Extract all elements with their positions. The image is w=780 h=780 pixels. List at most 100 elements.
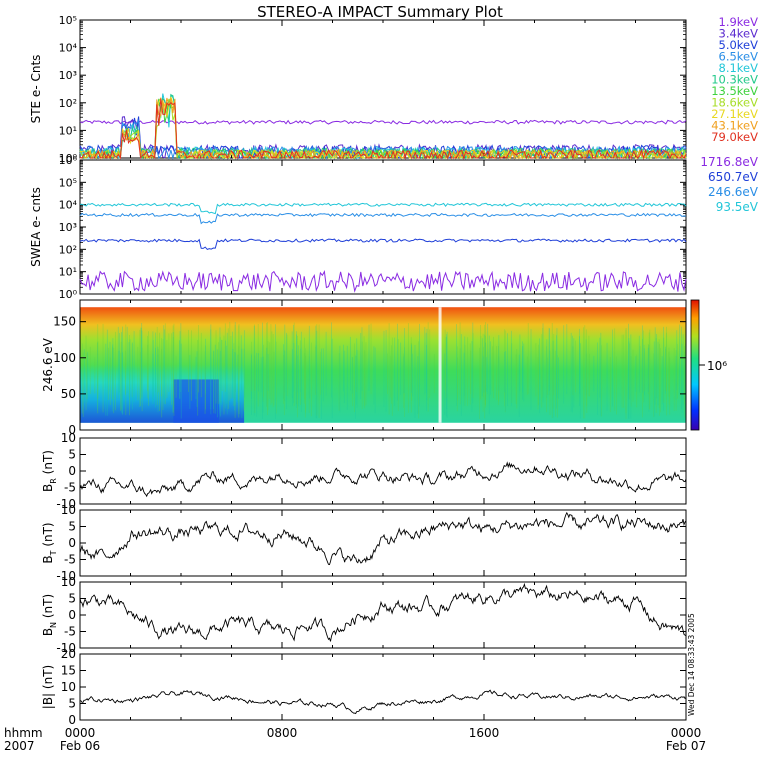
y-axis-label: BN (nT) <box>41 594 58 636</box>
legend-entry: 18.6keV <box>711 96 758 110</box>
y-tick-label: 150 <box>53 315 76 329</box>
date-end-label: Feb 07 <box>666 739 706 753</box>
y-axis-label-main: B <box>41 484 55 492</box>
heatmap-cold-core <box>173 379 219 423</box>
series-line <box>79 212 687 225</box>
y-tick-label: 10⁴ <box>59 199 78 212</box>
panel-frame <box>79 653 687 721</box>
timestamp-note: Wed Dec 14 08:33:43 2005 <box>687 613 696 716</box>
heatmap-body <box>80 307 686 423</box>
y-axis-label-unit: (nT) <box>41 522 55 550</box>
colorbar: 10⁶ <box>690 299 727 431</box>
date-start-label: Feb 06 <box>60 739 100 753</box>
y-tick-label: -5 <box>64 553 76 567</box>
y-axis-label-main: B <box>41 555 55 563</box>
field-trace <box>79 511 687 566</box>
legend-entry: 13.5keV <box>711 84 758 98</box>
y-tick-label: -10 <box>56 569 76 583</box>
legend-entry: 43.1keV <box>711 119 758 133</box>
legend-entry: 8.1keV <box>719 61 759 75</box>
y-tick-label: 10² <box>59 243 77 256</box>
legend-entry: 79.0keV <box>711 130 758 144</box>
legend-entry: 27.1keV <box>711 107 758 121</box>
y-tick-label: 10⁵ <box>59 176 77 189</box>
series-line <box>79 270 687 293</box>
bmag-field-panel: 0 5 10 15 20 |B| (nT) <box>41 647 687 727</box>
y-tick-label: 10 <box>61 680 76 694</box>
y-axis-label-sub: N <box>49 622 58 628</box>
y-axis-label-unit: (nT) <box>41 450 55 478</box>
x-tick-label: 0000 <box>65 726 96 740</box>
swea-electron-panel: 10⁰ 10¹ 10² 10³ 10⁴ 10⁵ 10⁶ SWEA e- cnts <box>29 154 687 301</box>
y-tick-label: -10 <box>56 641 76 655</box>
series-line <box>79 119 687 125</box>
y-tick-label: 10⁶ <box>59 154 78 167</box>
colorbar-tick-label: 10⁶ <box>707 359 727 373</box>
legend-entry: 6.5keV <box>719 50 759 64</box>
y-tick-label: -5 <box>64 481 76 495</box>
y-tick-label: 0 <box>68 464 76 478</box>
year-label: 2007 <box>4 739 35 753</box>
y-tick-label: 10⁴ <box>59 42 78 55</box>
y-tick-label: 0 <box>68 713 76 727</box>
plot-title: STEREO-A IMPACT Summary Plot <box>257 3 503 21</box>
y-tick-label: 10¹ <box>59 124 77 137</box>
series-line <box>79 98 687 160</box>
ste-electron-panel: 10⁰ 10¹ 10² 10³ 10⁴ 10⁵ STE e- Cnts <box>29 14 687 165</box>
legend-entry: 650.7eV <box>708 170 759 184</box>
y-axis-label-sub: R <box>49 478 58 484</box>
y-tick-label: 10 <box>61 431 76 445</box>
y-axis-label: BT (nT) <box>41 522 58 563</box>
y-tick-label: 10 <box>61 575 76 589</box>
time-format-label: hhmm <box>4 726 43 740</box>
y-tick-label: 5 <box>68 448 76 462</box>
legend-entry: 3.4keV <box>719 27 759 41</box>
legend-entry: 93.5eV <box>716 200 759 214</box>
series-line <box>79 238 687 250</box>
y-tick-label: 100 <box>53 351 76 365</box>
y-tick-label: 10⁰ <box>59 288 78 301</box>
y-tick-label: 5 <box>68 520 76 534</box>
y-tick-label: 0 <box>68 608 76 622</box>
y-tick-label: 10² <box>59 97 77 110</box>
x-tick-label: 0800 <box>267 726 298 740</box>
y-tick-label: 10⁰ <box>59 152 78 165</box>
y-tick-label: 5 <box>68 697 76 711</box>
panel-frame <box>79 19 687 159</box>
y-tick-label: -5 <box>64 625 76 639</box>
field-trace <box>79 689 687 715</box>
y-tick-label: 5 <box>68 592 76 606</box>
y-axis-label-main: B <box>41 628 55 636</box>
y-axis-label: BR (nT) <box>41 450 58 492</box>
colorbar-gradient <box>690 299 700 431</box>
field-trace <box>79 582 687 642</box>
legend-entry: 1.9keV <box>719 15 759 29</box>
panel-frame <box>79 159 687 295</box>
y-axis-label: 246.6 eV <box>41 337 55 392</box>
y-tick-label: 0 <box>68 536 76 550</box>
y-axis-label-sub: T <box>49 550 58 556</box>
panel-frame <box>79 437 687 505</box>
panel-frame <box>79 509 687 577</box>
y-tick-label: 10¹ <box>59 266 77 279</box>
y-tick-label: 0 <box>68 423 76 437</box>
y-tick-label: 15 <box>61 664 76 678</box>
ste-legend: 1.9keV3.4keV5.0keV6.5keV8.1keV10.3keV13.… <box>711 15 758 144</box>
series-line <box>79 202 687 215</box>
y-axis-label: STE e- Cnts <box>29 55 43 124</box>
legend-entry: 246.6eV <box>708 185 759 199</box>
legend-entry: 1716.8eV <box>700 155 758 169</box>
legend-entry: 5.0keV <box>719 38 759 52</box>
series-line <box>79 98 687 160</box>
y-tick-label: 10³ <box>59 69 77 82</box>
legend-entry: 10.3keV <box>711 73 758 87</box>
y-tick-label: -10 <box>56 497 76 511</box>
x-tick-label: 1600 <box>469 726 500 740</box>
pitch-angle-panel: 0 50 100 150 246.6 eV <box>41 299 687 437</box>
field-trace <box>79 461 687 498</box>
panel-frame <box>79 581 687 649</box>
time-axis: hhmm 2007 0000 0800 1600 0000 Feb 06 Feb… <box>4 726 706 753</box>
